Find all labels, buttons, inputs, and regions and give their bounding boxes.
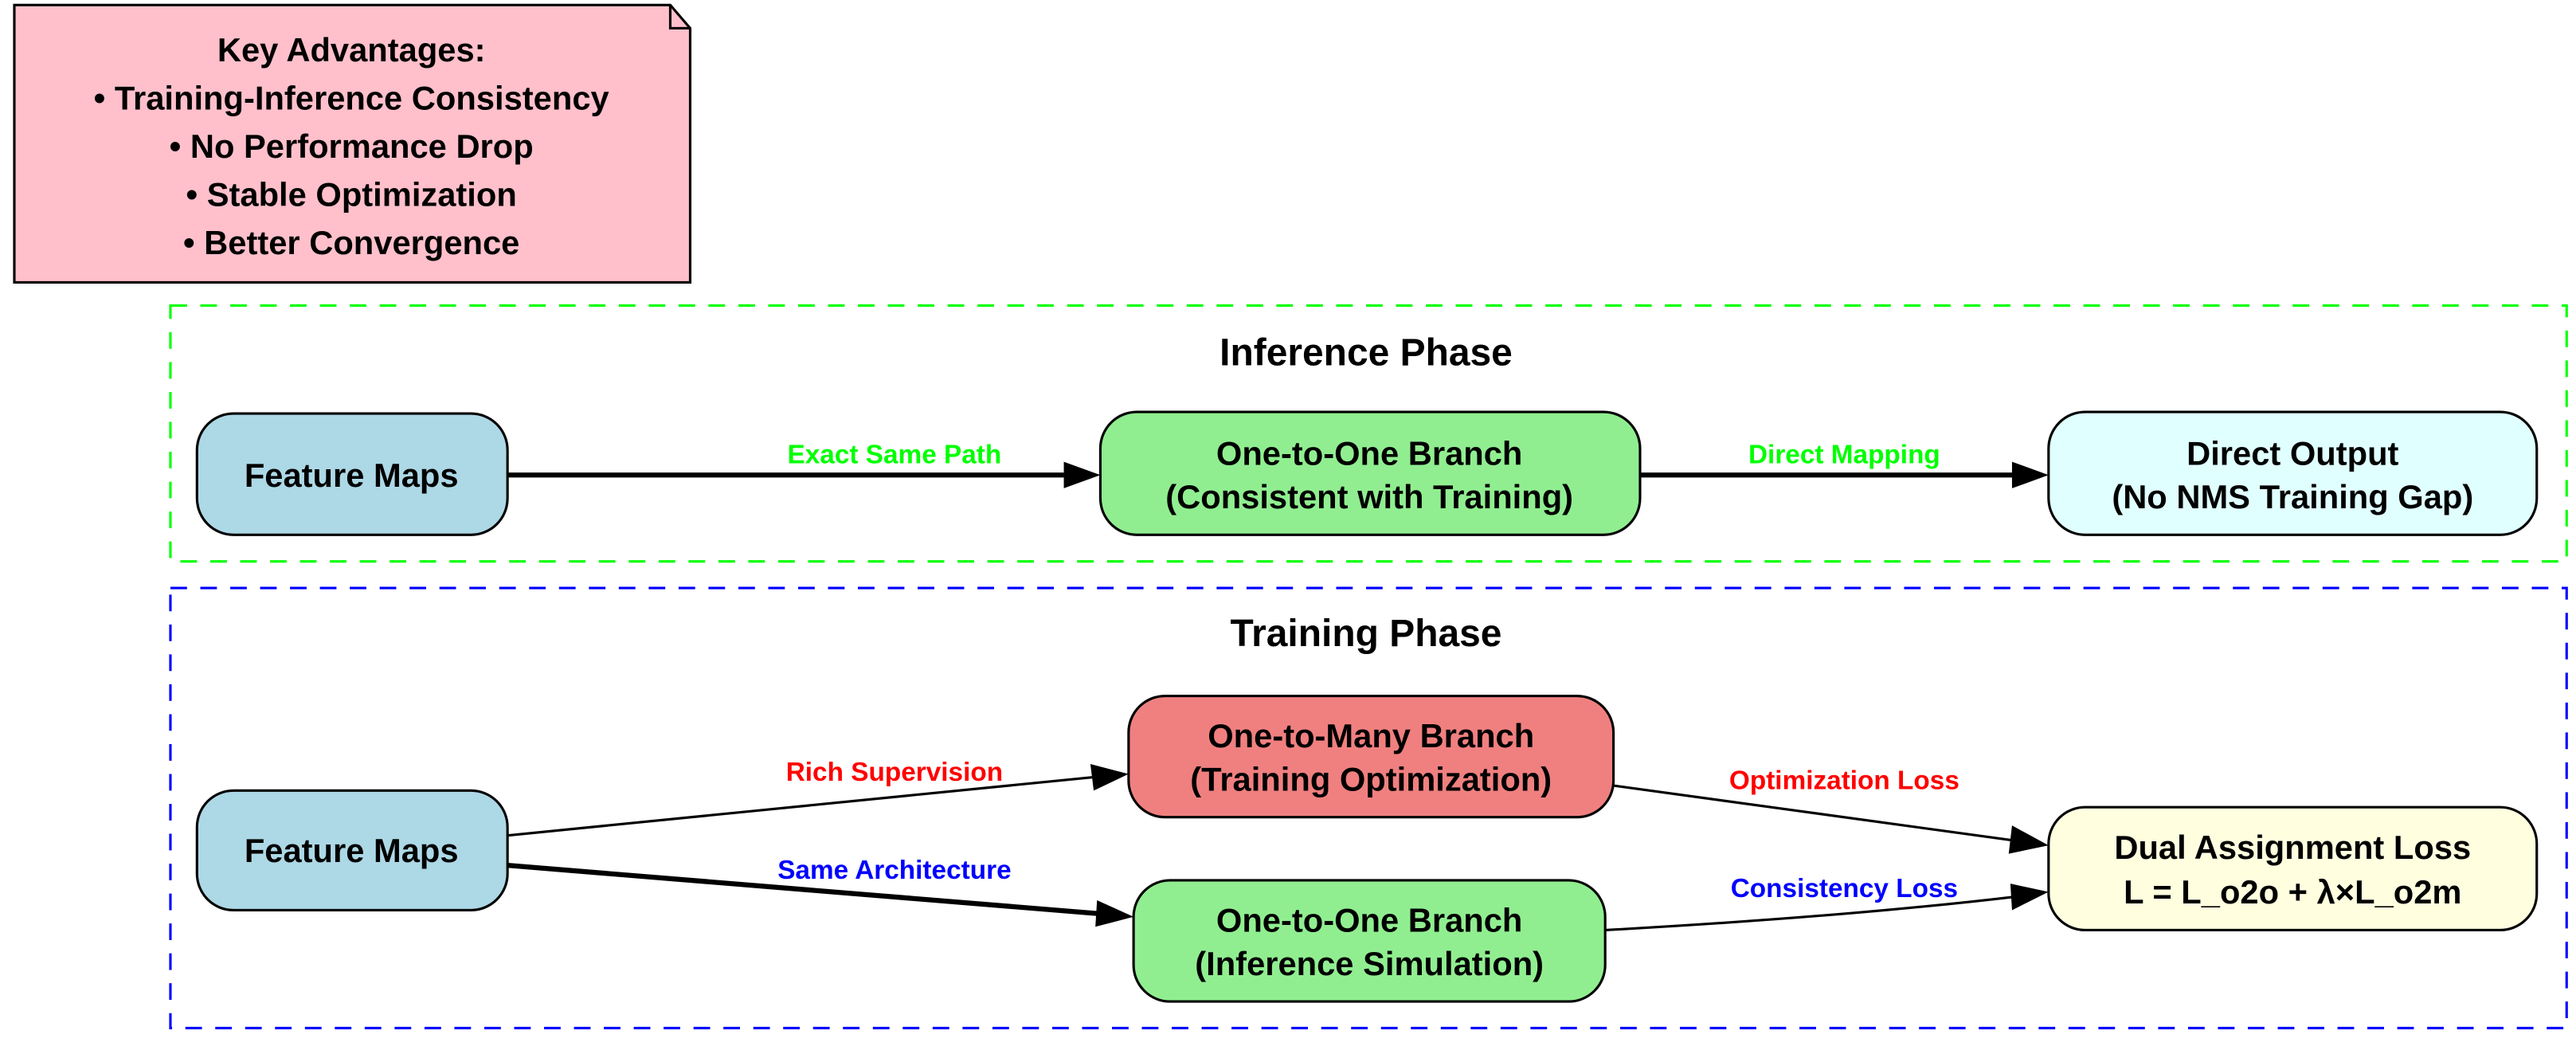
node-label: Direct Output [2186, 435, 2398, 472]
training-feature-maps-node: Feature Maps [195, 789, 509, 912]
note-line: Key Advantages: [217, 31, 486, 69]
note-line: • Stable Optimization [186, 176, 517, 214]
edge-label: Rich Supervision [786, 758, 1003, 787]
arrowhead-icon [1095, 899, 1134, 927]
note-shape [13, 3, 692, 284]
dual-assignment-loss-node: Dual Assignment Loss L = L_o2o + λ×L_o2m [2047, 805, 2539, 932]
edge-label: Optimization Loss [1729, 766, 1959, 795]
edge-direct-mapping: Direct Mapping [1639, 441, 2049, 488]
edge-optimization-loss: Optimization Loss [1613, 766, 2049, 854]
node-label: Dual Assignment Loss [2114, 829, 2471, 866]
cluster-border [169, 304, 2568, 563]
training-phase-cluster: Training Phase Feature Maps One-to-Many … [169, 586, 2568, 1030]
note-line: • Training-Inference Consistency [94, 80, 609, 117]
edge-same-architecture: Same Architecture [507, 856, 1134, 927]
inference-phase-cluster: Inference Phase Feature Maps One-to-One … [169, 304, 2568, 563]
arrowhead-icon [2008, 825, 2049, 854]
node-label: L = L_o2o + λ×L_o2m [2124, 873, 2461, 911]
node-label: Feature Maps [245, 457, 459, 494]
cluster-title: Inference Phase [1219, 332, 1513, 374]
key-advantages-note: Key Advantages: • Training-Inference Con… [13, 3, 692, 284]
node-label: (Training Optimization) [1190, 760, 1552, 797]
edge-rich-supervision: Rich Supervision [507, 758, 1129, 837]
arrowhead-icon [2011, 461, 2049, 488]
one-to-many-node: One-to-Many Branch (Training Optimizatio… [1127, 694, 1615, 819]
edge-label: Consistency Loss [1731, 874, 1958, 903]
inference-feature-maps-node: Feature Maps [195, 412, 509, 536]
cluster-title: Training Phase [1230, 613, 1501, 655]
node-label: One-to-One Branch [1216, 902, 1522, 939]
node-label: Feature Maps [245, 832, 459, 869]
note-fold [668, 5, 691, 30]
arrowhead-icon [2010, 884, 2049, 911]
note-line: • No Performance Drop [170, 127, 534, 165]
direct-output-node: Direct Output (No NMS Training Gap) [2047, 410, 2539, 536]
node-label: (Inference Simulation) [1195, 945, 1544, 982]
node-label: One-to-One Branch [1216, 435, 1522, 472]
edge-exact-same-path: Exact Same Path [507, 441, 1101, 488]
node-label: One-to-Many Branch [1208, 717, 1534, 754]
edge-label: Exact Same Path [788, 441, 1002, 470]
edge-label: Same Architecture [777, 856, 1011, 885]
cluster-border [169, 586, 2568, 1030]
edge-consistency-loss: Consistency Loss [1605, 874, 2049, 932]
node-label: (No NMS Training Gap) [2112, 478, 2473, 515]
arrowhead-icon [1063, 461, 1101, 488]
note-line: • Better Convergence [183, 224, 519, 261]
arrowhead-icon [1090, 763, 1129, 791]
inference-one-to-one-node: One-to-One Branch (Consistent with Train… [1098, 410, 1642, 536]
edge-label: Direct Mapping [1748, 441, 1940, 470]
node-label: (Consistent with Training) [1165, 478, 1573, 515]
training-one-to-one-node: One-to-One Branch (Inference Simulation) [1132, 879, 1607, 1003]
